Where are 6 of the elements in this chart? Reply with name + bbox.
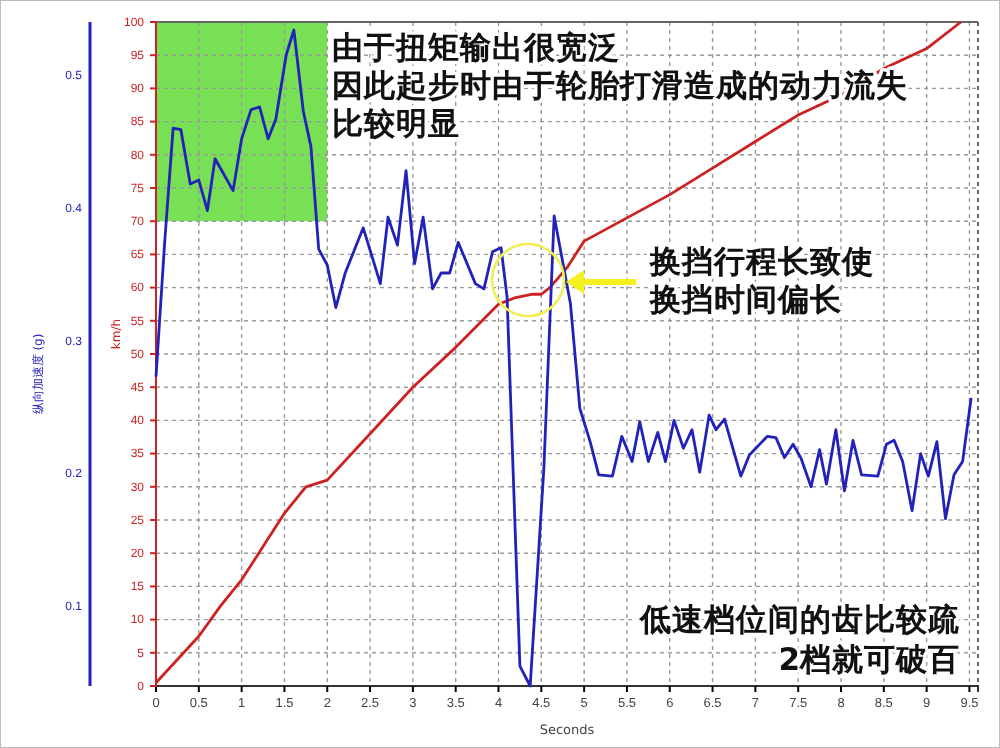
annotation: 低速档位间的齿比较疏 (638, 602, 960, 638)
annotation: 比较明显 (332, 106, 460, 142)
annotation: 2档就可破百 (778, 642, 960, 678)
annotation: 换挡时间偏长 (648, 282, 844, 318)
annotation: 换挡行程长致使 (648, 244, 874, 280)
annotation: 由于扭矩输出很宽泛 (332, 28, 620, 66)
